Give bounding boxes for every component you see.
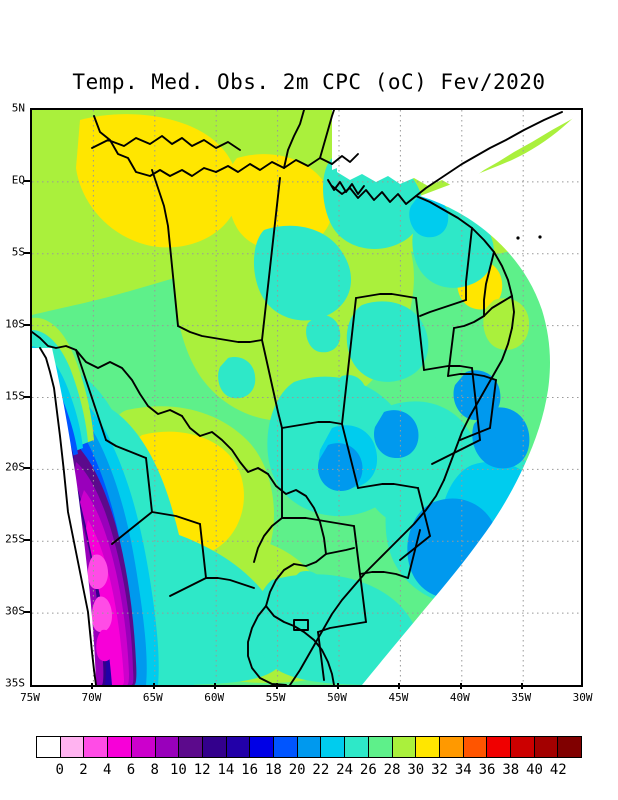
x-tickmark — [152, 683, 155, 689]
y-tickmark — [24, 467, 30, 470]
colorbar-cell-9 — [250, 737, 275, 757]
y-tickmark — [24, 611, 30, 614]
x-tickmark — [275, 683, 278, 689]
colorbar-cell-11 — [297, 737, 322, 757]
colorbar-tick-14: 14 — [217, 762, 235, 778]
colorbar-tick-10: 10 — [169, 762, 187, 778]
x-tick-60W: 60W — [204, 691, 225, 704]
x-tick-70W: 70W — [81, 691, 102, 704]
y-tick-15S: 15S — [5, 389, 25, 402]
x-tickmark — [337, 683, 339, 689]
colorbar-cell-18 — [463, 737, 488, 757]
colorbar-cell-16 — [416, 737, 440, 757]
y-tick-EQ: EQ — [11, 173, 25, 187]
y-tickmark — [24, 539, 30, 542]
colorbar-tick-34: 34 — [454, 762, 472, 778]
x-tick-40W: 40W — [449, 691, 470, 704]
x-tickmark — [91, 683, 94, 689]
y-tick-10S: 10S — [5, 317, 25, 331]
map-frame — [30, 108, 583, 687]
y-tick-5N: 5N — [11, 101, 25, 115]
colorbar-cell-12 — [321, 737, 346, 757]
y-tickmark — [24, 251, 30, 254]
colorbar-cell-17 — [439, 737, 464, 757]
colorbar-tick-8: 8 — [150, 762, 159, 778]
colorbar-tick-16: 16 — [241, 762, 259, 778]
colorbar-tick-32: 32 — [431, 762, 448, 778]
colorbar-cell-13 — [345, 737, 369, 757]
colorbar-tick-2: 2 — [79, 762, 88, 778]
y-tick-25S: 25S — [5, 532, 25, 546]
colorbar-cell-22 — [558, 737, 582, 757]
colorbar — [36, 736, 582, 758]
x-tick-45W: 45W — [388, 691, 409, 704]
colorbar-cell-0 — [37, 737, 61, 757]
page-title: Temp. Med. Obs. 2m CPC (oC) Fev/2020 — [72, 70, 546, 94]
x-tick-65W: 65W — [142, 691, 163, 704]
colorbar-tick-36: 36 — [478, 762, 496, 778]
map-plot-area: 5N EQ 5S 10S 15S 20S 25S 30S 35S 75W 70W… — [5, 102, 592, 705]
colorbar-cell-15 — [392, 737, 417, 757]
colorbar-cell-5 — [155, 737, 180, 757]
x-tickmark — [521, 683, 524, 689]
colorbar-tick-38: 38 — [502, 762, 520, 778]
colorbar-cell-6 — [179, 737, 203, 757]
colorbar-cell-8 — [226, 737, 251, 757]
colorbar-cell-3 — [108, 737, 132, 757]
colorbar-cell-20 — [511, 737, 535, 757]
colorbar-tick-4: 4 — [102, 762, 112, 778]
colorbar-cell-14 — [368, 737, 393, 757]
colorbar-tick-0: 0 — [55, 762, 64, 778]
colorbar-tick-30: 30 — [407, 762, 425, 778]
x-tick-35W: 35W — [511, 691, 532, 704]
colorbar-cell-4 — [131, 737, 156, 757]
y-tickmark — [24, 323, 30, 326]
colorbar-tick-40: 40 — [526, 762, 543, 778]
colorbar-cell-1 — [60, 737, 85, 757]
x-tickmark — [459, 683, 462, 689]
y-tick-35S: 35S — [5, 676, 25, 690]
colorbar-cell-2 — [84, 737, 109, 757]
colorbar-tick-24: 24 — [336, 762, 354, 778]
colorbar-tick-12: 12 — [193, 762, 211, 778]
colorbar-tick-6: 6 — [126, 762, 136, 778]
colorbar-cell-19 — [487, 737, 512, 757]
y-tickmark — [24, 179, 30, 182]
x-tick-75W: 75W — [20, 691, 40, 704]
x-tickmark — [214, 683, 217, 689]
colorbar-tick-26: 26 — [359, 762, 377, 778]
x-tick-55W: 55W — [265, 691, 286, 704]
x-tickmark — [398, 683, 401, 689]
y-tick-20S: 20S — [5, 460, 25, 474]
temperature-field-map — [32, 110, 581, 685]
colorbar-tick-28: 28 — [383, 762, 401, 778]
y-tick-30S: 30S — [5, 604, 25, 618]
colorbar-cell-10 — [274, 737, 298, 757]
colorbar-labels: 0 2 4 6 8 10 12 14 16 18 20 22 24 26 28 30 32 34 36 38 40 42 — [0, 762, 618, 782]
colorbar-tick-22: 22 — [312, 762, 330, 778]
colorbar-cell-21 — [534, 737, 559, 757]
colorbar-tick-42: 42 — [549, 762, 567, 778]
colorbar-tick-18: 18 — [264, 762, 282, 778]
colorbar-tick-20: 20 — [288, 762, 306, 778]
colorbar-cell-7 — [202, 737, 227, 757]
x-tick-50W: 50W — [327, 691, 347, 704]
x-tick-30W: 30W — [572, 691, 593, 704]
y-tickmark — [24, 395, 30, 398]
y-tick-5S: 5S — [11, 245, 25, 259]
